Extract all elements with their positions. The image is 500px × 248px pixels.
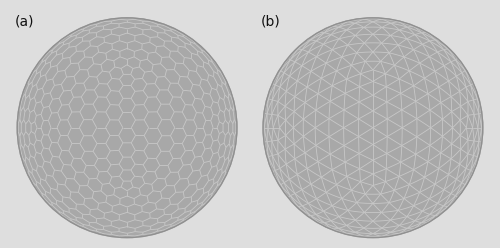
Text: (a): (a) <box>15 15 34 29</box>
Text: (b): (b) <box>261 15 280 29</box>
Circle shape <box>17 18 237 238</box>
Circle shape <box>263 18 483 238</box>
